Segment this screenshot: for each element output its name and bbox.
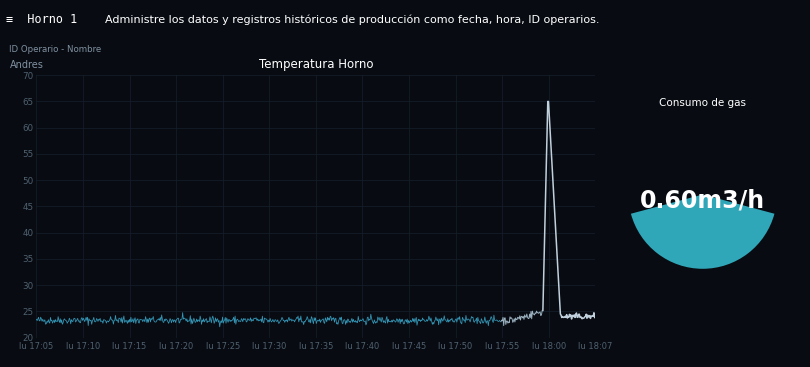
Circle shape	[627, 119, 778, 270]
Text: ID Operario - Nombre: ID Operario - Nombre	[10, 45, 102, 54]
Text: Administre los datos y registros históricos de producción como fecha, hora, ID o: Administre los datos y registros históri…	[105, 14, 599, 25]
Wedge shape	[631, 195, 774, 269]
Text: 0.60m3/h: 0.60m3/h	[640, 189, 765, 213]
Title: Temperatura Horno: Temperatura Horno	[258, 58, 373, 71]
Text: Andres: Andres	[10, 60, 44, 70]
Text: ≡  Horno 1: ≡ Horno 1	[6, 13, 78, 26]
Text: Consumo de gas: Consumo de gas	[659, 98, 746, 108]
